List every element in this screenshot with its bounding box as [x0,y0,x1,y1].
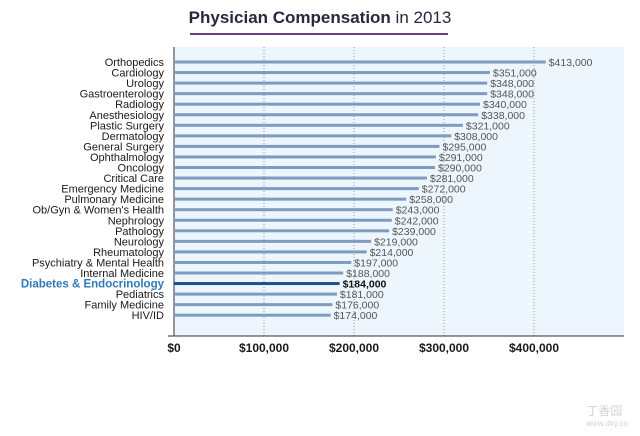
category-label-anesthesiology: Anesthesiology [89,110,164,122]
x-tick-label-3: $300,000 [419,341,469,355]
watermark: 丁香园 www.dxy.cn [586,402,628,428]
category-label-radiology: Radiology [115,99,164,111]
title-underline [190,33,448,35]
x-tick-label-0: $0 [167,341,181,355]
bar-pulmonary-medicine [174,197,407,201]
category-label-rheumatology: Rheumatology [93,247,164,259]
watermark-sub: www.dxy.cn [586,419,628,428]
bar-pediatrics [174,292,337,296]
value-label-gastroenterology: $348,000 [490,89,534,101]
bar-oncology [174,166,435,169]
bar-internal-medicine [174,271,344,275]
category-label-hiv-id: HIV/ID [132,310,164,322]
value-label-emergency-medicine: $272,000 [422,184,466,196]
category-label-nephrology: Nephrology [108,215,165,227]
plot-background [174,47,624,336]
value-label-psychiatry-mental-health: $197,000 [354,257,398,269]
bar-diabetes-endocrinology [174,282,340,286]
value-label-ophthalmology: $291,000 [439,152,483,164]
category-label-ob-gyn-women-s-health: Ob/Gyn & Women's Health [32,205,164,217]
category-label-critical-care: Critical Care [103,173,164,185]
value-label-hiv-id: $174,000 [334,310,378,322]
value-label-nephrology: $242,000 [395,215,439,227]
value-label-pulmonary-medicine: $258,000 [409,194,453,206]
value-label-diabetes-endocrinology: $184,000 [343,279,387,291]
value-label-cardiology: $351,000 [493,68,537,80]
category-label-dermatology: Dermatology [102,131,165,143]
bar-radiology [174,102,480,106]
value-label-anesthesiology: $338,000 [481,110,525,122]
value-label-critical-care: $281,000 [430,173,474,185]
chart-title: Physician Compensation in 2013 [0,8,640,28]
value-label-neurology: $219,000 [374,236,418,248]
bar-nephrology [174,218,392,222]
category-label-orthopedics: Orthopedics [105,57,165,69]
bar-plastic-surgery [174,123,463,127]
value-label-plastic-surgery: $321,000 [466,120,510,132]
category-label-pediatrics: Pediatrics [116,289,165,301]
value-label-rheumatology: $214,000 [370,247,414,259]
value-label-general-surgery: $295,000 [443,141,487,153]
chart-title-bold: Physician Compensation [188,8,391,27]
bar-ob-gyn-women-s-health [174,208,393,212]
category-label-gastroenterology: Gastroenterology [80,89,165,101]
value-label-pathology: $239,000 [392,226,436,238]
category-label-psychiatry-mental-health: Psychiatry & Mental Health [32,257,164,269]
value-label-pediatrics: $181,000 [340,289,384,301]
value-label-ob-gyn-women-s-health: $243,000 [396,205,440,217]
bar-critical-care [174,176,427,180]
category-label-pathology: Pathology [115,226,164,238]
bar-dermatology [174,134,452,138]
bar-gastroenterology [174,92,488,96]
category-label-diabetes-endocrinology: Diabetes & Endocrinology [21,279,165,291]
category-label-urology: Urology [126,78,164,90]
x-tick-label-4: $400,000 [509,341,559,355]
x-tick-label-1: $100,000 [239,341,289,355]
category-label-plastic-surgery: Plastic Surgery [90,120,164,132]
value-label-family-medicine: $176,000 [335,300,379,312]
bar-anesthesiology [174,113,479,117]
bar-pathology [174,229,390,233]
bar-hiv-id [174,313,331,317]
value-label-radiology: $340,000 [483,99,527,111]
value-label-orthopedics: $413,000 [549,57,593,69]
value-label-dermatology: $308,000 [454,131,498,143]
bar-rheumatology [174,250,367,254]
x-tick-label-2: $200,000 [329,341,379,355]
watermark-main: 丁香园 [586,404,623,418]
value-label-oncology: $290,000 [438,163,482,175]
category-label-oncology: Oncology [118,163,165,175]
bar-cardiology [174,71,490,75]
bar-family-medicine [174,303,333,307]
category-label-emergency-medicine: Emergency Medicine [61,184,164,196]
category-label-general-surgery: General Surgery [83,141,164,153]
value-label-internal-medicine: $188,000 [346,268,390,280]
bar-psychiatry-mental-health [174,260,352,264]
category-label-ophthalmology: Ophthalmology [90,152,164,164]
bar-neurology [174,239,372,243]
category-label-pulmonary-medicine: Pulmonary Medicine [64,194,164,206]
bar-urology [174,81,488,85]
category-label-internal-medicine: Internal Medicine [80,268,164,280]
bar-orthopedics [174,60,546,64]
category-label-neurology: Neurology [114,236,165,248]
category-label-family-medicine: Family Medicine [85,300,164,312]
value-label-urology: $348,000 [490,78,534,90]
bar-ophthalmology [174,155,436,159]
bar-emergency-medicine [174,187,419,191]
bar-general-surgery [174,144,440,148]
chart-title-rest: in 2013 [390,8,452,27]
category-label-cardiology: Cardiology [111,68,164,80]
